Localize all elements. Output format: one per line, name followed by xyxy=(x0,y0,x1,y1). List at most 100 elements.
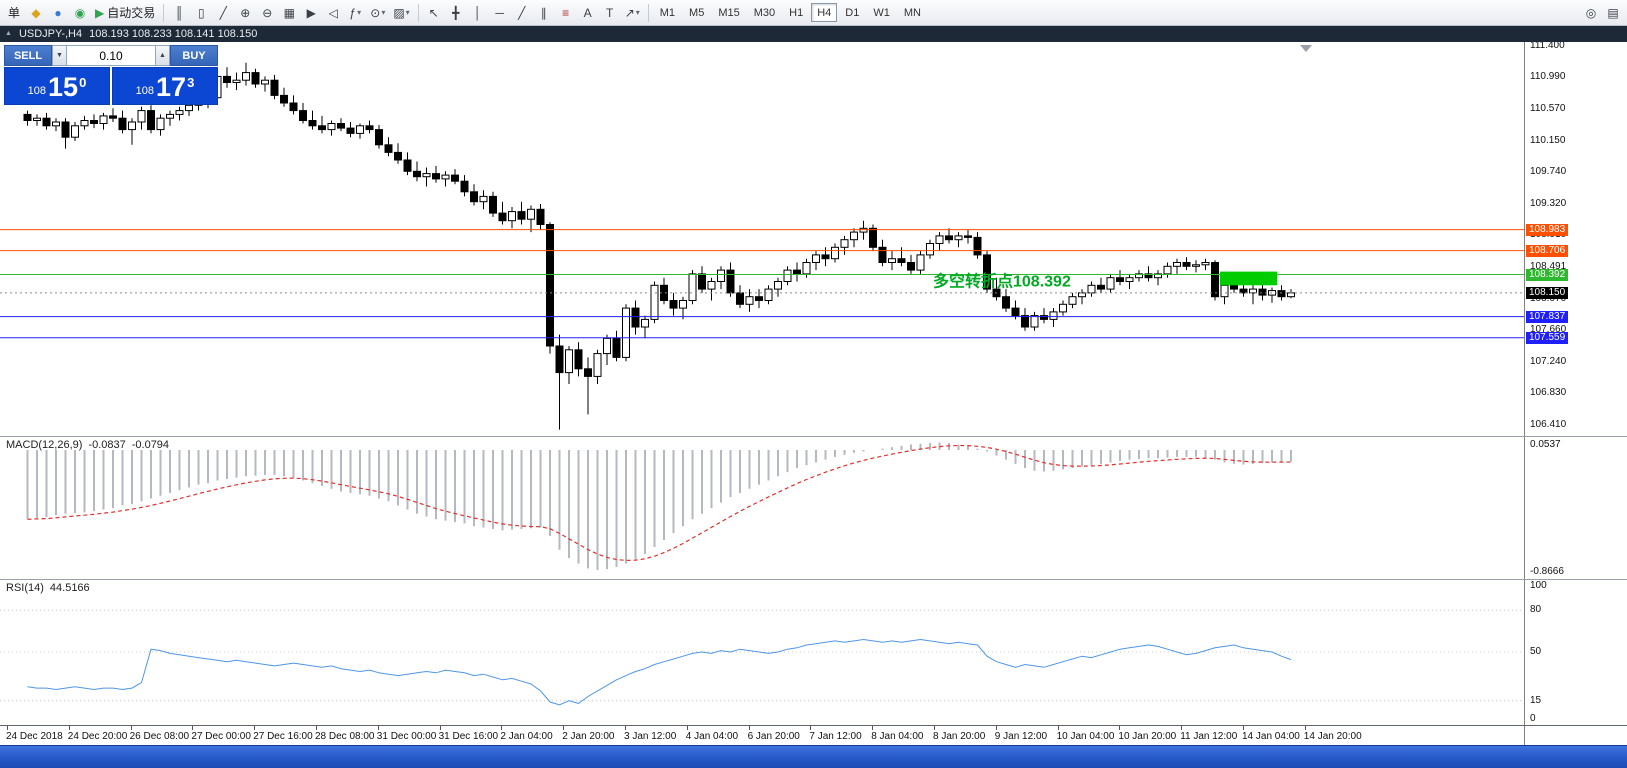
candlestick-chart[interactable]: 多空转折点108.392 xyxy=(0,42,1524,436)
zoom-in-icon[interactable]: ⊕ xyxy=(240,5,251,20)
price-axis-label: 107.660 xyxy=(1530,324,1567,336)
price-axis-label: 111.400 xyxy=(1530,42,1565,51)
annotation-text[interactable]: 多空转折点108.392 xyxy=(933,272,1071,291)
buy-price-button[interactable]: 108 17 3 xyxy=(112,67,218,105)
cursor-icon[interactable]: ↖ xyxy=(428,5,439,20)
time-axis[interactable]: 24 Dec 2018 24 Dec 20:00 26 Dec 08:00 27 De… xyxy=(0,726,1524,745)
timeframe-button-M15[interactable]: M15 xyxy=(718,6,740,19)
time-tick xyxy=(934,726,935,730)
candlestick-chart-icon[interactable]: ▯ xyxy=(197,5,205,20)
chart-window: ▲ USDJPY-,H4 108.193 108.233 108.141 108… xyxy=(0,26,1627,745)
timeframe-button-H1[interactable]: H1 xyxy=(789,6,804,19)
price-badge-107.559: 107.559 xyxy=(1526,331,1569,344)
rsi-axis-label: 0 xyxy=(1530,713,1536,724)
rsi-panel[interactable]: RSI(14) 44.5166 xyxy=(0,580,1524,725)
arrow-tools-icon[interactable]: ↗ ▾ xyxy=(624,5,640,20)
sell-price-sup: 0 xyxy=(79,75,87,90)
timeframe-button-M30[interactable]: M30 xyxy=(753,6,776,19)
bar-chart-icon[interactable]: ║ xyxy=(174,5,184,20)
time-tick xyxy=(130,726,132,730)
timeframe-button-D1[interactable]: D1 xyxy=(845,6,860,19)
profiles-icon[interactable]: ● xyxy=(54,5,62,20)
new-order-button[interactable]: 单 xyxy=(7,6,20,20)
candlestick-series xyxy=(23,62,1295,430)
auto-scroll-icon[interactable]: ▶ xyxy=(306,5,316,20)
time-axis-label: 7 Jan 12:00 xyxy=(809,731,862,742)
crosshair-icon[interactable]: ╋ xyxy=(452,5,460,20)
templates-icon[interactable]: ▨ ▾ xyxy=(393,5,410,20)
chart-symbol: USDJPY-,H4 xyxy=(18,28,83,40)
time-tick xyxy=(1119,726,1121,730)
rsi-axis-label: 50 xyxy=(1530,646,1542,657)
price-axis[interactable]: 111.400 110.990 110.570 110.150 109.740 109.3… xyxy=(1524,42,1627,436)
time-axis-label: 3 Jan 12:00 xyxy=(624,731,677,742)
vertical-line-icon[interactable]: │ xyxy=(473,5,482,20)
macd-axis[interactable]: 0.0537 -0.8666 xyxy=(1524,437,1627,579)
sell-price-big: 15 xyxy=(48,72,79,102)
price-axis-label: 106.410 xyxy=(1530,419,1567,430)
print-icon[interactable]: ▤ xyxy=(1607,5,1619,20)
periods-icon[interactable]: ⊙ ▾ xyxy=(370,5,386,20)
indicators-icon[interactable]: ƒ ▾ xyxy=(349,5,362,20)
data-window-icon[interactable]: ◉ xyxy=(74,5,86,20)
time-tick xyxy=(995,726,997,730)
sell-price-button[interactable]: 108 15 0 xyxy=(4,67,110,105)
price-axis-label: 108.491 xyxy=(1530,261,1567,272)
macd-axis-max: 0.0537 xyxy=(1530,439,1561,450)
timeframe-button-M5[interactable]: M5 xyxy=(689,6,705,19)
chevron-down-icon: ▾ xyxy=(381,8,386,17)
time-tick xyxy=(563,726,565,730)
timeframe-button-M1[interactable]: M1 xyxy=(659,6,676,19)
timeframe-button-W1[interactable]: W1 xyxy=(873,6,890,19)
volume-input[interactable]: 0.10 xyxy=(67,45,155,66)
autotrading-button[interactable]: ▶ 自动交易 xyxy=(92,3,158,23)
price-badge-108.983: 108.983 xyxy=(1526,223,1569,236)
chart-ohlc: 108.193 108.233 108.141 108.150 xyxy=(89,28,258,40)
chart-shift-icon[interactable]: ◁ xyxy=(328,5,338,20)
autotrading-icon: ▶ xyxy=(95,5,105,20)
trendline-icon[interactable]: ╱ xyxy=(518,5,526,20)
sell-price-prefix: 108 xyxy=(27,85,47,97)
time-tick xyxy=(1243,726,1244,730)
macd-histogram xyxy=(26,442,1292,570)
time-axis-label: 4 Jan 04:00 xyxy=(685,731,739,742)
equidistant-channel-icon[interactable]: ∥ xyxy=(540,5,547,20)
time-tick xyxy=(810,726,812,730)
timeframe-button-H4[interactable]: H4 xyxy=(811,3,838,22)
taskbar[interactable] xyxy=(0,745,1627,768)
new-order-icon[interactable]: ◆ xyxy=(31,5,41,20)
time-axis-label: 26 Dec 08:00 xyxy=(129,731,190,742)
toolbar-separator xyxy=(417,3,419,22)
time-axis-label: 8 Jan 20:00 xyxy=(933,731,986,742)
highlight-rectangle[interactable] xyxy=(1220,271,1277,286)
macd-value-main: -0.0837 xyxy=(88,439,126,451)
volume-up-button[interactable]: ▲ xyxy=(155,45,170,66)
macd-axis-min: -0.8666 xyxy=(1530,566,1564,577)
buy-price-big: 17 xyxy=(156,72,187,102)
price-axis-label: 110.990 xyxy=(1530,71,1566,83)
line-chart-icon[interactable]: ╱ xyxy=(219,5,227,20)
sell-button[interactable]: SELL xyxy=(4,45,52,66)
toolbar-separator xyxy=(163,3,165,22)
rsi-name: RSI(14) xyxy=(6,582,44,594)
time-tick xyxy=(68,726,70,730)
time-tick xyxy=(625,726,626,730)
time-axis-label: 10 Jan 20:00 xyxy=(1118,731,1177,742)
text-icon[interactable]: A xyxy=(583,5,592,20)
rsi-axis[interactable]: 100 80 50 15 0 xyxy=(1524,580,1627,725)
horizontal-line-icon[interactable]: ─ xyxy=(495,5,504,20)
rsi-axis-label: 15 xyxy=(1530,694,1542,706)
fibonacci-icon[interactable]: ≡ xyxy=(562,5,570,20)
timeframe-button-MN[interactable]: MN xyxy=(903,6,921,19)
search-icon[interactable]: ◎ xyxy=(1585,5,1597,20)
text-label-icon[interactable]: T xyxy=(606,5,614,20)
volume-down-button[interactable]: ▼ xyxy=(52,45,67,66)
tile-windows-icon[interactable]: ▦ xyxy=(283,5,295,20)
chart-shift-marker[interactable] xyxy=(1300,45,1312,52)
zoom-out-icon[interactable]: ⊖ xyxy=(262,5,273,20)
main-chart-area[interactable]: 多空转折点108.392 SELL ▼ 0.10 ▲ BUY 108 xyxy=(0,42,1524,436)
buy-button[interactable]: BUY xyxy=(170,45,218,66)
macd-panel[interactable]: MACD(12,26,9) -0.0837 -0.0794 xyxy=(0,437,1524,579)
chevron-down-icon: ▾ xyxy=(405,8,410,17)
